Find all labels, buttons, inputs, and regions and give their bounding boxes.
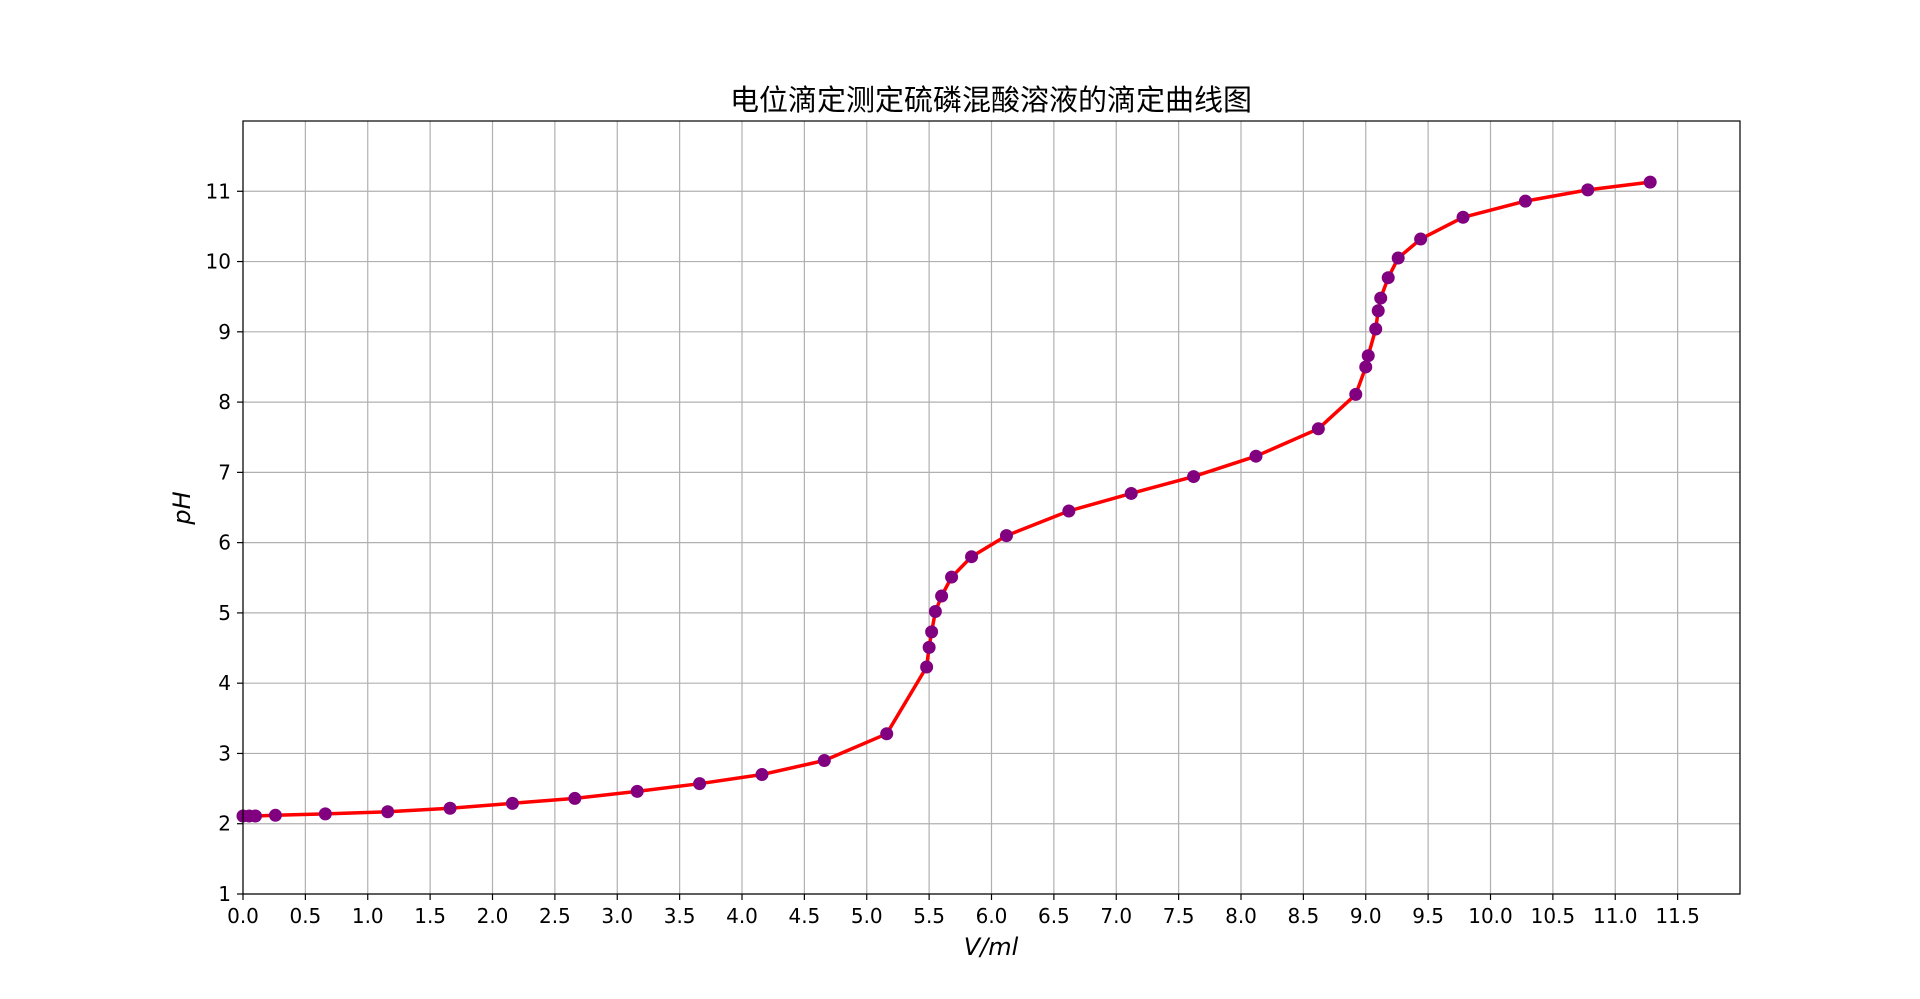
y-tick-label: 7 (218, 460, 231, 484)
data-point (1391, 251, 1405, 265)
x-tick-label: 0.5 (289, 904, 321, 928)
data-point (935, 589, 949, 603)
x-tick-label: 3.5 (664, 904, 696, 928)
data-point (381, 805, 395, 819)
y-tick-label: 3 (218, 741, 231, 765)
data-point (1359, 360, 1373, 374)
data-point (568, 791, 582, 805)
data-point (965, 550, 979, 564)
y-tick-label: 9 (218, 320, 231, 344)
y-axis-label: pH (168, 491, 196, 525)
x-tick-label: 1.5 (414, 904, 446, 928)
x-tick-label: 7.5 (1163, 904, 1195, 928)
data-point (443, 801, 457, 815)
data-point (925, 625, 939, 639)
data-point (1643, 175, 1657, 189)
data-point (1361, 349, 1375, 363)
data-point (1369, 322, 1383, 336)
x-tick-label: 9.0 (1350, 904, 1382, 928)
data-point (318, 807, 332, 821)
x-tick-label: 11.5 (1655, 904, 1700, 928)
data-point (1311, 422, 1325, 436)
x-tick-label: 9.5 (1412, 904, 1444, 928)
data-points (236, 175, 1657, 823)
x-axis-ticks: 0.0 0.5 1.0 1.5 2.0 2.5 3.0 3.5 4.0 4.5 5.0 5.5 6.0 6… (227, 894, 1700, 928)
y-tick-label: 10 (206, 250, 231, 274)
x-tick-label: 10.5 (1531, 904, 1576, 928)
data-point (248, 809, 262, 823)
data-point (922, 640, 936, 654)
x-tick-label: 6.5 (1038, 904, 1070, 928)
y-tick-label: 1 (218, 882, 231, 906)
data-point (928, 605, 942, 619)
data-point (920, 660, 934, 674)
y-tick-label: 8 (218, 390, 231, 414)
y-tick-label: 6 (218, 531, 231, 555)
data-point (268, 808, 282, 822)
y-tick-label: 5 (218, 601, 231, 625)
data-point (1124, 486, 1138, 500)
data-point (505, 796, 519, 810)
data-point (693, 777, 707, 791)
data-point (630, 784, 644, 798)
series-line (243, 180, 1651, 818)
data-point (1581, 183, 1595, 197)
x-tick-label: 7.0 (1100, 904, 1132, 928)
data-point (945, 570, 959, 584)
data-point (755, 768, 769, 782)
x-tick-label: 5.5 (913, 904, 945, 928)
data-point (1381, 271, 1395, 285)
data-point (999, 529, 1013, 543)
data-point (1374, 291, 1388, 305)
x-tick-label: 11.0 (1593, 904, 1638, 928)
grid (242, 121, 1740, 895)
x-tick-label: 8.5 (1287, 904, 1319, 928)
x-tick-label: 2.5 (539, 904, 571, 928)
plot-frame (242, 120, 1741, 895)
y-axis-ticks: 1 2 3 4 5 6 7 8 9 10 11 (206, 179, 243, 906)
data-point (1187, 470, 1201, 484)
data-point (817, 753, 831, 767)
x-tick-label: 2.0 (477, 904, 509, 928)
chart-title: 电位滴定测定硫磷混酸溶液的滴定曲线图 (730, 83, 1252, 117)
data-point (880, 727, 894, 741)
y-tick-label: 2 (218, 812, 231, 836)
x-tick-label: 6.0 (976, 904, 1008, 928)
y-tick-label: 11 (206, 179, 231, 203)
y-tick-label: 4 (218, 671, 231, 695)
x-tick-label: 4.5 (788, 904, 820, 928)
data-point (1371, 304, 1385, 318)
data-point (1349, 387, 1363, 401)
x-tick-label: 3.0 (601, 904, 633, 928)
data-point (1249, 449, 1263, 463)
data-point (1456, 210, 1470, 224)
x-tick-label: 4.0 (726, 904, 758, 928)
x-tick-label: 1.0 (352, 904, 384, 928)
x-tick-label: 8.0 (1225, 904, 1257, 928)
x-axis-label: V/ml (964, 933, 1019, 961)
x-tick-label: 0.0 (227, 904, 259, 928)
x-tick-label: 10.0 (1468, 904, 1513, 928)
x-tick-label: 5.0 (851, 904, 883, 928)
data-point (1414, 232, 1428, 246)
data-point (1518, 194, 1532, 208)
data-point (1062, 504, 1076, 518)
